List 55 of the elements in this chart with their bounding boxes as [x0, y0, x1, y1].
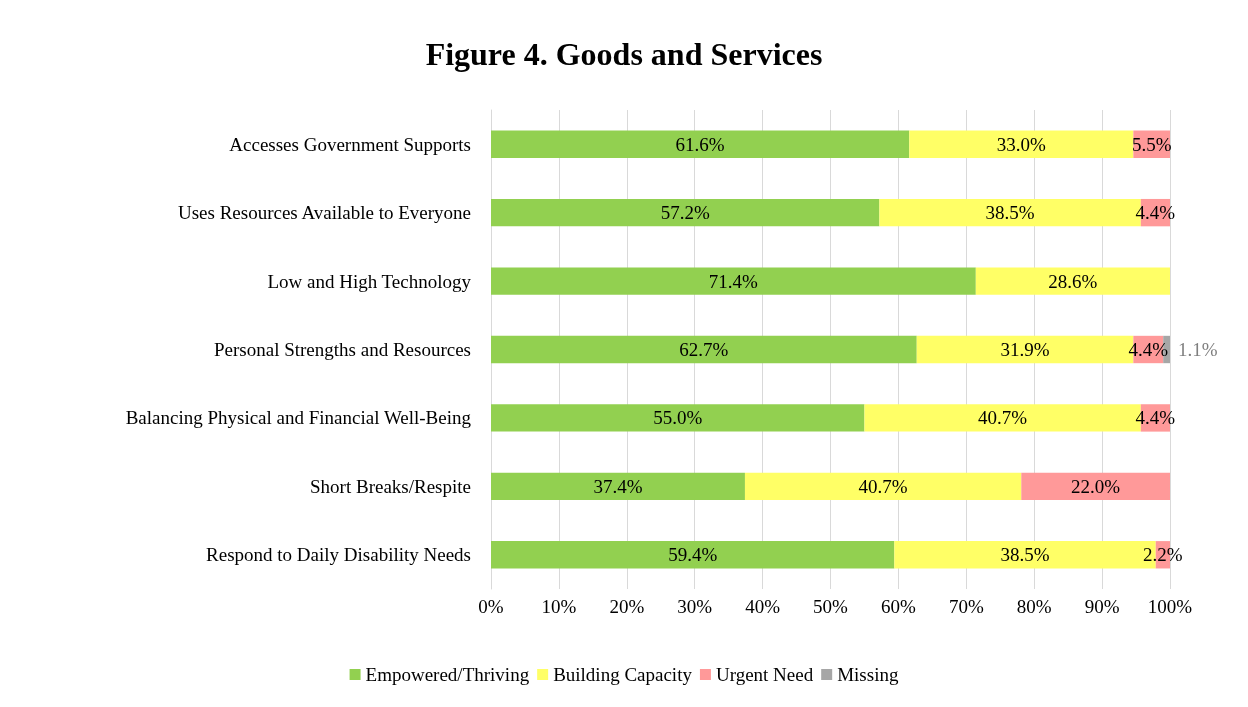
x-tick-label: 30%: [677, 596, 713, 617]
data-label: 57.2%: [660, 202, 710, 224]
bar: [491, 404, 865, 432]
bar: [975, 267, 1170, 295]
x-tick-label: 70%: [948, 596, 984, 617]
data-label: 31.9%: [1000, 339, 1050, 360]
data-label: 38.5%: [1000, 544, 1050, 566]
bar: [491, 130, 910, 158]
data-label: 40.7%: [978, 407, 1028, 429]
data-label: 4.4%: [1128, 339, 1169, 360]
bar: [1021, 472, 1170, 501]
y-tick-label: Balancing Physical and Financial Well-Being: [125, 407, 472, 429]
x-tick-label: 40%: [745, 596, 781, 617]
data-label: 37.4%: [593, 475, 643, 497]
x-tick-label: 0%: [478, 596, 504, 617]
data-label: 38.5%: [985, 202, 1035, 224]
x-tick-label: 60%: [880, 596, 916, 617]
y-tick-label: Uses Resources Available to Everyone: [177, 202, 471, 224]
data-label: 4.4%: [1135, 202, 1176, 224]
y-tick-label: Low and High Technology: [267, 270, 472, 292]
bar: [909, 130, 1134, 158]
y-tick-label: Respond to Daily Disability Needs: [206, 544, 471, 566]
bar: [491, 335, 917, 364]
data-label: 2.2%: [1143, 544, 1183, 566]
x-tick-label: 10%: [541, 596, 577, 617]
x-tick-label: 50%: [813, 596, 849, 617]
data-label: 33.0%: [996, 133, 1047, 155]
data-label: 71.4%: [708, 270, 759, 292]
bar: [491, 267, 976, 295]
data-label: 4.4%: [1135, 407, 1176, 429]
x-tick-label: 100%: [1147, 596, 1193, 617]
bar: [491, 541, 895, 569]
data-label: 1.1%: [1178, 339, 1218, 360]
y-tick-label: Personal Strengths and Resources: [214, 339, 471, 360]
bar: [744, 472, 1022, 501]
data-label: 40.7%: [858, 475, 908, 497]
bar: [491, 472, 745, 501]
x-tick-label: 90%: [1084, 596, 1120, 617]
data-label: 22.0%: [1071, 475, 1121, 497]
data-label: 28.6%: [1048, 270, 1098, 292]
data-label: 61.6%: [675, 133, 725, 155]
x-tick-label: 80%: [1016, 596, 1052, 617]
data-label: 59.4%: [668, 544, 718, 566]
legend-label: Empowered/Thriving: [365, 664, 530, 685]
bar: [491, 198, 880, 227]
y-tick-label: Short Breaks/Respite: [310, 475, 471, 497]
x-tick-label: 20%: [609, 596, 645, 617]
data-label: 55.0%: [653, 407, 703, 429]
data-label: 62.7%: [679, 339, 729, 360]
legend-label: Urgent Need: [715, 664, 814, 685]
legend-label: Missing: [837, 664, 899, 685]
y-tick-label: Accesses Government Supports: [229, 133, 471, 155]
data-label: 5.5%: [1131, 133, 1172, 155]
legend-label: Building Capacity: [553, 664, 693, 685]
chart-title: Figure 4. Goods and Services: [425, 36, 823, 72]
